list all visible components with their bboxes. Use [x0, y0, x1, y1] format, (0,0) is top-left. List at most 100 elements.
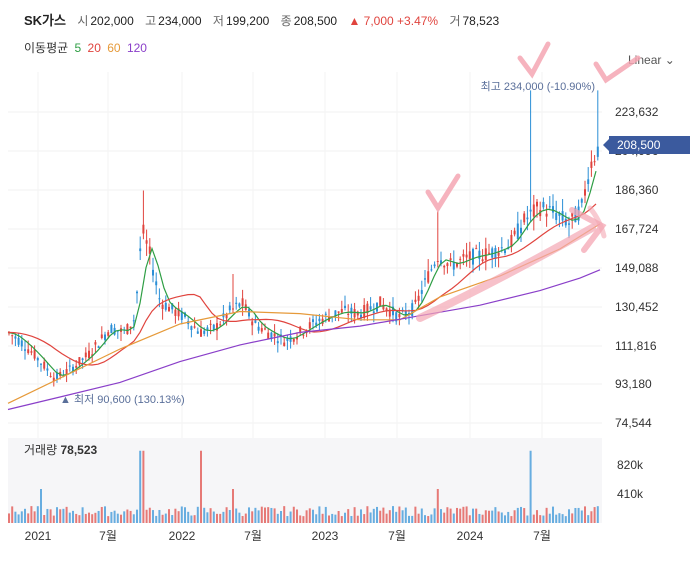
volume-bar: [264, 507, 266, 523]
x-tick-label: 2022: [169, 529, 196, 543]
candle-body: [388, 309, 391, 317]
volume-bar: [228, 510, 231, 523]
volume-bar: [484, 510, 487, 523]
candle-body: [276, 341, 279, 344]
volume-bar: [334, 514, 337, 523]
candle-body: [168, 306, 170, 312]
candle-body: [84, 352, 87, 358]
volume-bar: [100, 506, 103, 523]
volume-bar: [120, 514, 122, 523]
volume-panel-title: 거래량: [24, 443, 58, 457]
volume-bar: [420, 508, 423, 523]
volume-bar: [539, 515, 542, 523]
volume-bar: [577, 507, 580, 523]
candle-body: [107, 332, 110, 336]
arrow-head-annotation: [587, 205, 607, 239]
volume-bar: [196, 506, 199, 523]
check-mark-annotation: [517, 41, 551, 79]
candle-body: [94, 342, 97, 345]
low-label: 저: [212, 14, 224, 28]
volume-bar: [587, 515, 590, 523]
volume-bar: [395, 511, 398, 523]
candle-body: [369, 306, 372, 310]
candle-body: [171, 303, 174, 310]
ma-120-line: [7, 269, 601, 411]
volume-bar: [363, 514, 366, 523]
candle-body: [136, 291, 138, 294]
candle-body: [404, 311, 407, 317]
check-mark-annotation: [593, 55, 641, 84]
y-tick-label: 111,816: [615, 339, 657, 353]
candle-body: [78, 357, 81, 365]
x-tick-label: 7월: [388, 529, 406, 543]
candle-body: [129, 326, 132, 329]
volume-bar: [331, 513, 334, 523]
low-annotation: ▲ 최저 90,600 (130.13%): [60, 393, 185, 406]
candle-body: [212, 324, 215, 330]
candle-body: [558, 212, 561, 216]
volume-bar: [110, 511, 113, 523]
volume-bar: [17, 514, 20, 523]
candle-body: [552, 206, 554, 213]
moving-average-legend[interactable]: 이동평균 5 20 60 120: [24, 39, 150, 56]
volume-bar: [219, 513, 222, 523]
volume-bar: [472, 508, 474, 523]
volume-bar: [84, 513, 87, 523]
candle-body: [414, 299, 417, 302]
candle-body: [206, 327, 209, 331]
volume-bar: [241, 516, 244, 523]
volume-bar: [318, 506, 321, 523]
candle-body: [504, 250, 506, 254]
candle-body: [411, 303, 414, 316]
volume-bar: [225, 507, 228, 523]
candle-body: [363, 304, 366, 319]
volume-bar: [88, 512, 90, 523]
volume-bar: [481, 514, 484, 523]
volume-bar: [129, 510, 132, 523]
trend-arrow-annotation: [416, 224, 596, 322]
candle-body: [104, 334, 106, 340]
candle-body: [321, 318, 324, 324]
candle-body: [235, 302, 238, 304]
candle-body: [209, 323, 212, 325]
candle-body: [36, 357, 39, 361]
volume-bar: [68, 512, 71, 523]
open-value: 202,000: [90, 14, 134, 28]
volume-bar: [276, 513, 279, 523]
volume-bar: [203, 507, 206, 523]
candle-body: [340, 308, 343, 313]
volume-bar: [516, 507, 519, 523]
volume-bar: [360, 509, 362, 523]
candle-body: [545, 213, 548, 217]
y-tick-label: 149,088: [615, 261, 659, 275]
candle-body: [81, 358, 84, 361]
volume-bar: [161, 514, 164, 523]
ma-20: 20: [87, 41, 101, 55]
candle-body: [52, 377, 55, 382]
volume-bar: [164, 513, 167, 523]
volume-bar: [504, 515, 506, 523]
candle-body: [379, 296, 382, 307]
volume-bar: [116, 513, 119, 523]
volume-bar: [548, 513, 551, 523]
volume-bar: [510, 516, 513, 523]
candle-body: [75, 365, 78, 368]
volume-bar: [449, 508, 452, 523]
candle-body: [584, 189, 586, 196]
volume-bar: [286, 516, 289, 523]
candle-body: [68, 365, 71, 367]
candle-body: [283, 342, 286, 347]
volume-bar: [145, 509, 148, 523]
volume-bar: [382, 507, 385, 523]
volume-bar: [564, 516, 567, 523]
high-annotation: 최고 234,000 (-10.90%): [481, 80, 595, 93]
candle-body: [465, 254, 468, 258]
volume-bar: [430, 514, 433, 523]
change-percent: +3.47%: [397, 14, 439, 28]
volume-bar: [552, 506, 554, 523]
candle-body: [529, 209, 532, 212]
volume-bar: [289, 511, 292, 523]
volume-bar: [308, 508, 311, 523]
candle-body: [481, 259, 484, 262]
